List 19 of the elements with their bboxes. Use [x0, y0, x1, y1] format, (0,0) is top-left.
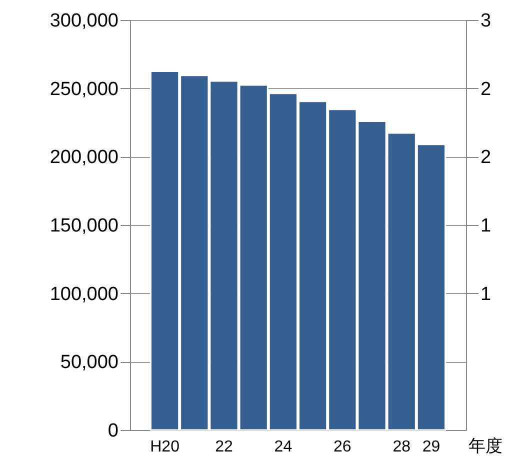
- x-tick-label: 26: [334, 438, 352, 456]
- y-tick-label: 0: [108, 420, 118, 442]
- y2-tick-label: 1: [480, 284, 492, 305]
- x-tick-label: H20: [150, 438, 180, 456]
- x-axis-title: 年度: [468, 436, 502, 456]
- y2-tick-label: 1: [480, 216, 492, 236]
- x-tick-label: 28: [392, 438, 411, 456]
- x-tick-label: 22: [215, 438, 233, 456]
- y-tick-label: 100,000: [50, 284, 118, 305]
- y-tick-label: 150,000: [50, 216, 118, 236]
- y2-tick-label: 2: [480, 78, 492, 100]
- x-tick-label: 29: [422, 438, 440, 456]
- y-tick-label: 300,000: [50, 10, 118, 32]
- x-tick-label: 24: [274, 438, 292, 456]
- y2-tick-label: 3: [480, 10, 492, 32]
- y-tick-label: 200,000: [50, 147, 118, 168]
- y-tick-label: 50,000: [60, 352, 118, 374]
- y-tick-label: 250,000: [50, 78, 118, 100]
- y2-tick-label: 2: [480, 147, 492, 168]
